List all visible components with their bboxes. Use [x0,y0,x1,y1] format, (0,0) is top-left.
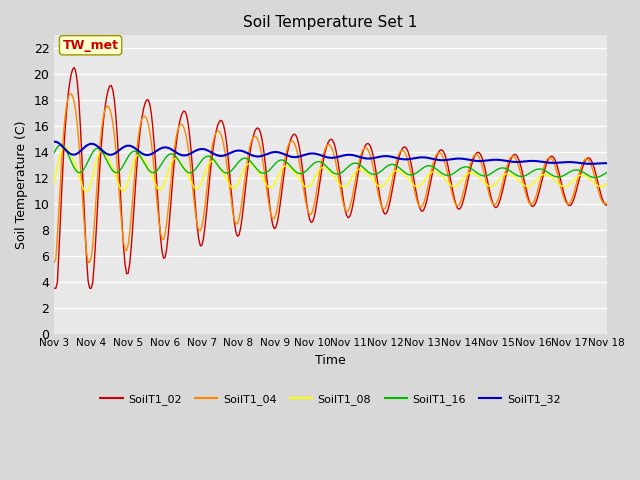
SoilT1_04 [216,131,224,136]
SoilT1_02 [294,136,301,142]
SoilT1_02 [216,118,224,123]
SoilT1_02 [235,232,243,238]
SoilT1_08 [575,173,583,179]
SoilT1_16 [244,156,252,162]
Line: SoilT1_32: SoilT1_32 [54,142,607,164]
SoilT1_32 [572,159,580,165]
SoilT1_08 [121,187,129,192]
SoilT1_32 [234,148,241,154]
SoilT1_04 [603,200,611,206]
Line: SoilT1_08: SoilT1_08 [54,147,607,192]
SoilT1_16 [56,142,64,148]
SoilT1_32 [292,154,300,160]
SoilT1_02 [120,244,127,250]
Line: SoilT1_02: SoilT1_02 [54,68,607,288]
SoilT1_32 [215,153,223,158]
SoilT1_04 [51,259,58,265]
SoilT1_16 [573,167,581,173]
SoilT1_32 [588,161,595,167]
SoilT1_08 [295,176,303,181]
Legend: SoilT1_02, SoilT1_04, SoilT1_08, SoilT1_16, SoilT1_32: SoilT1_02, SoilT1_04, SoilT1_08, SoilT1_… [96,390,565,409]
SoilT1_16 [120,162,127,168]
SoilT1_04 [235,216,243,222]
SoilT1_32 [603,160,611,166]
SoilT1_02 [244,162,252,168]
SoilT1_08 [83,190,90,195]
SoilT1_16 [603,170,611,176]
Text: TW_met: TW_met [63,39,118,52]
SoilT1_16 [216,166,224,172]
SoilT1_16 [235,159,243,165]
Y-axis label: Soil Temperature (C): Soil Temperature (C) [15,120,28,249]
Line: SoilT1_04: SoilT1_04 [54,94,607,262]
SoilT1_08 [61,144,69,150]
SoilT1_08 [603,181,611,187]
Line: SoilT1_16: SoilT1_16 [54,145,607,178]
SoilT1_04 [573,177,581,182]
SoilT1_08 [246,161,253,167]
SoilT1_32 [243,150,250,156]
SoilT1_08 [218,168,226,174]
SoilT1_08 [237,174,244,180]
SoilT1_16 [591,175,598,180]
SoilT1_04 [120,239,127,244]
SoilT1_02 [70,65,78,71]
SoilT1_04 [67,91,75,97]
SoilT1_16 [51,150,58,156]
SoilT1_02 [51,285,58,291]
SoilT1_08 [51,180,58,185]
SoilT1_04 [294,150,301,156]
SoilT1_02 [603,203,611,208]
SoilT1_32 [51,139,58,144]
SoilT1_02 [573,183,581,189]
SoilT1_04 [244,153,252,158]
SoilT1_32 [118,145,126,151]
X-axis label: Time: Time [315,354,346,367]
SoilT1_16 [294,170,301,176]
Title: Soil Temperature Set 1: Soil Temperature Set 1 [243,15,418,30]
